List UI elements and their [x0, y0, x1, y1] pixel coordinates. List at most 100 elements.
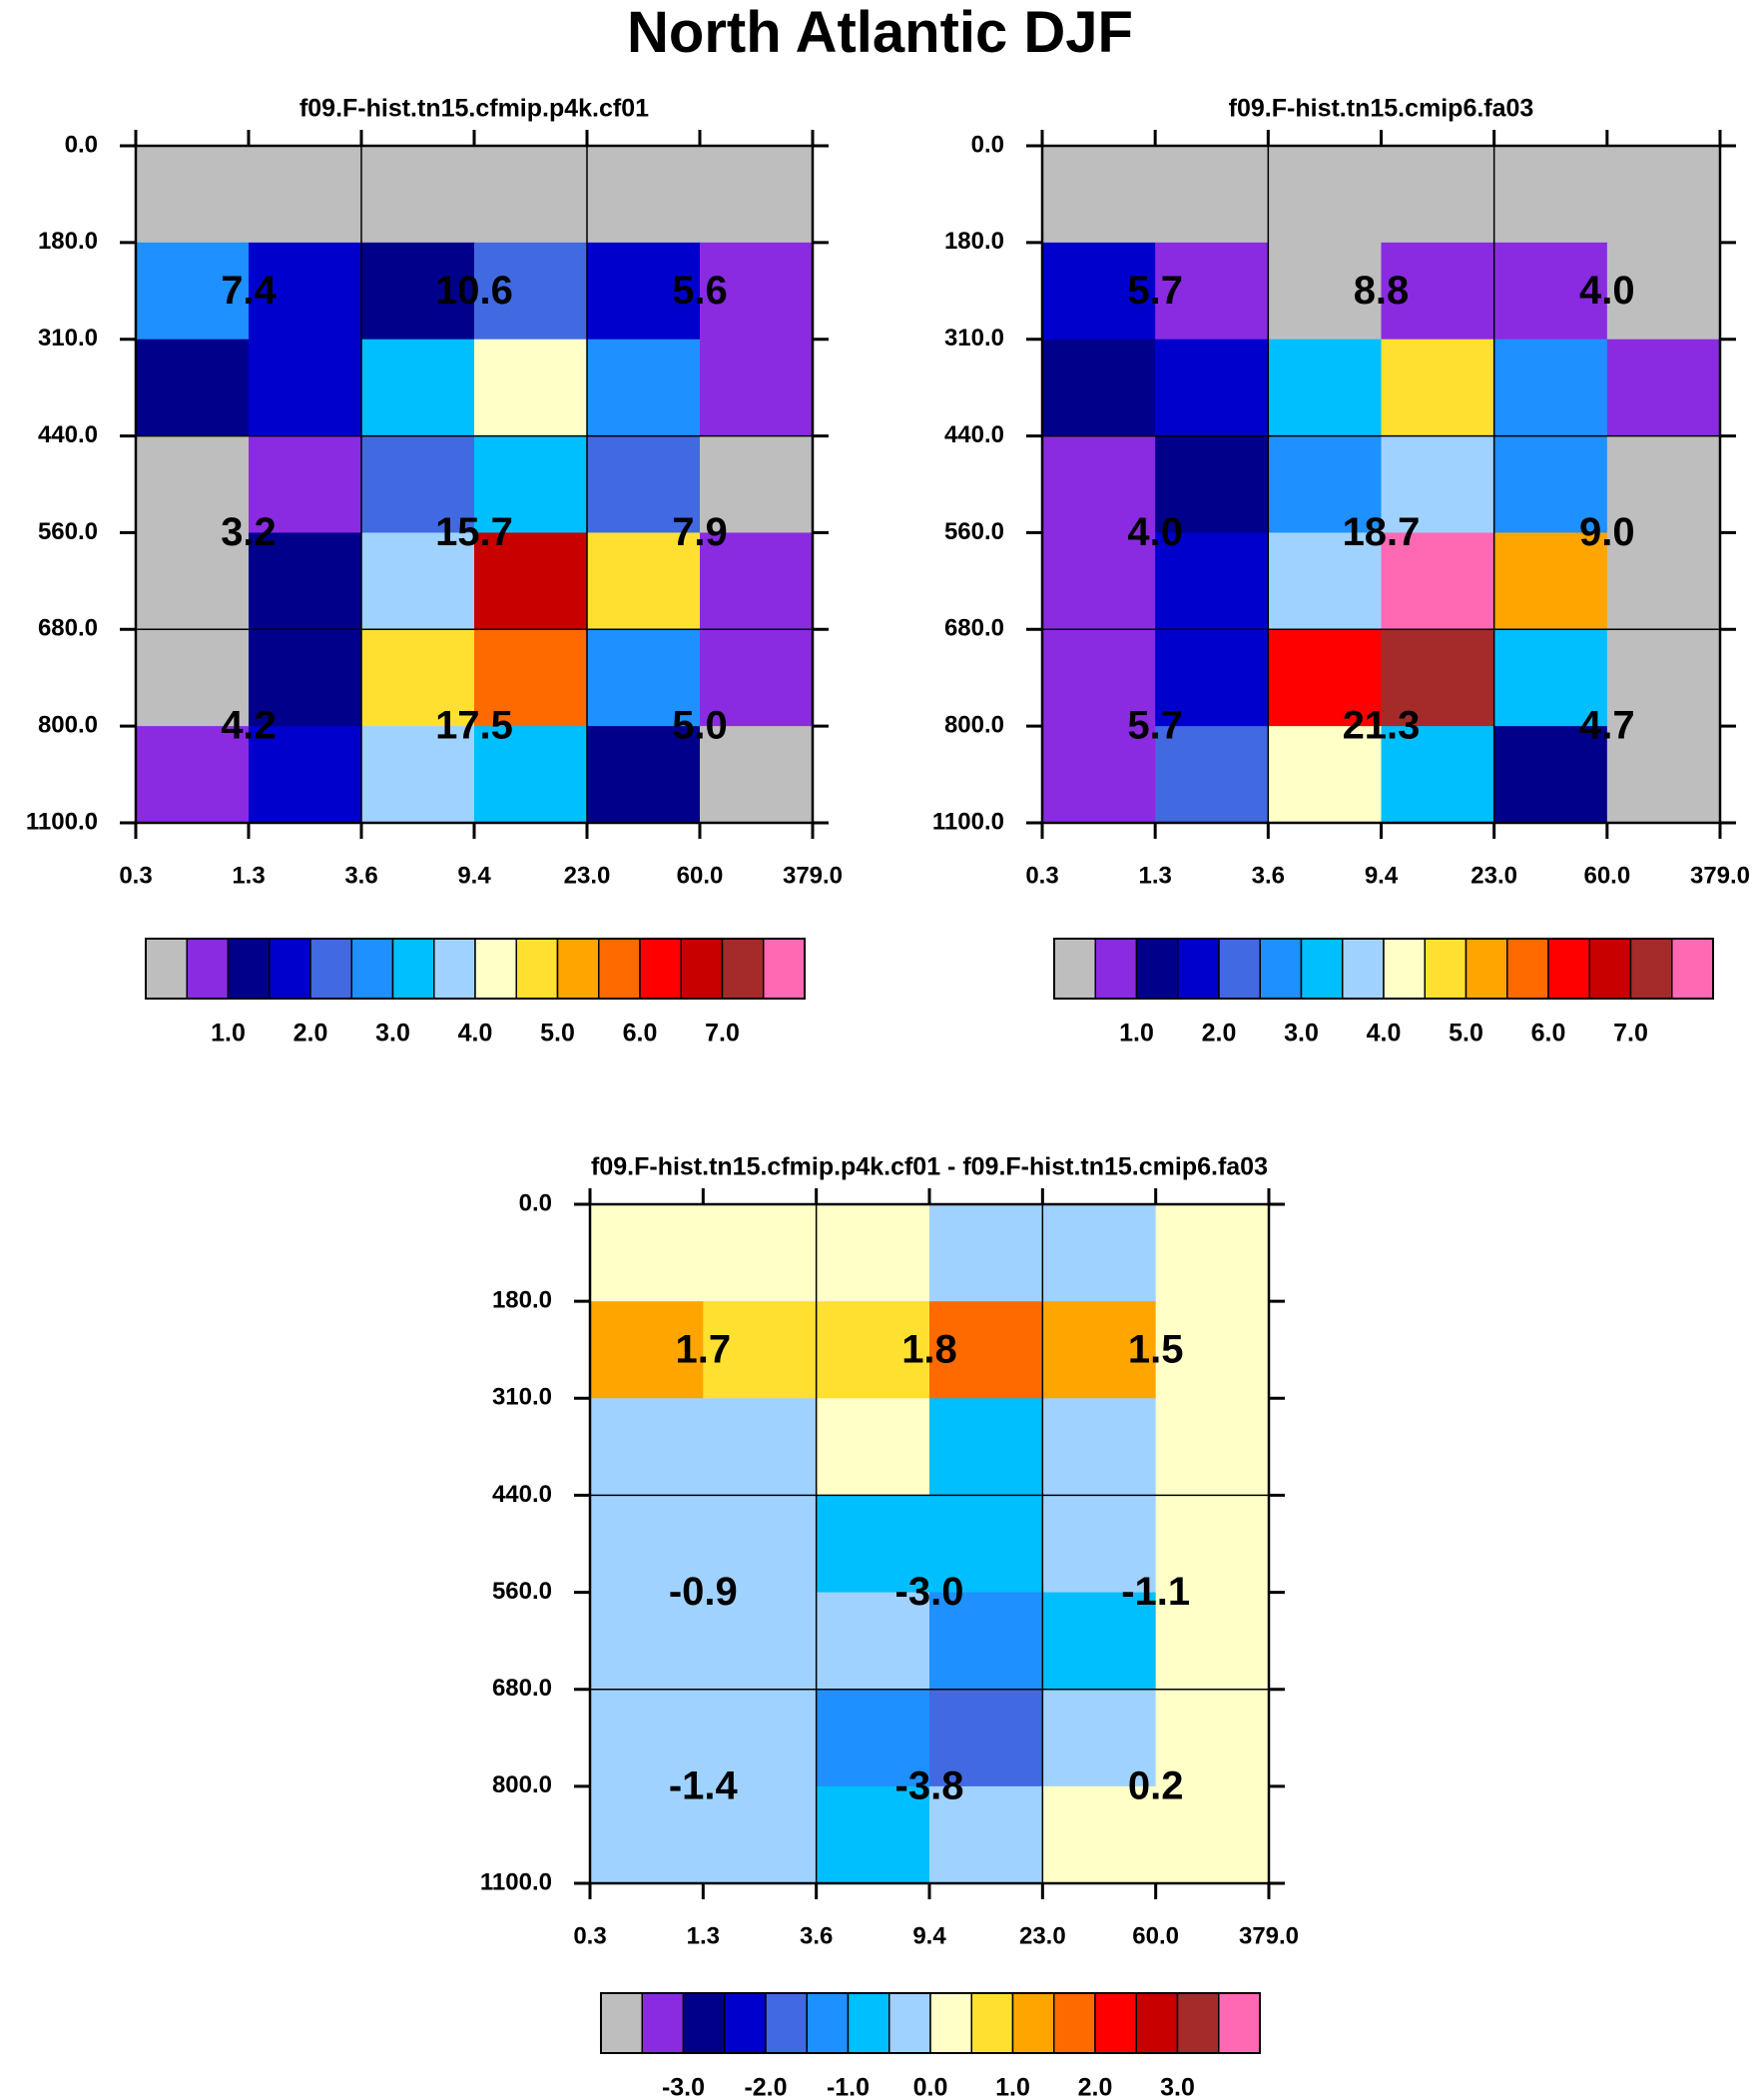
- heatmap-cell: [249, 339, 362, 437]
- y-tick-label: 800.0: [944, 711, 1004, 738]
- heatmap-cell: [1268, 726, 1383, 824]
- heatmap-cell: [1268, 532, 1383, 630]
- colorbar-swatch: [515, 938, 559, 1000]
- cell-value-label: 15.7: [435, 510, 513, 554]
- heatmap-cell: [1155, 1398, 1270, 1497]
- colorbar-swatch: [1094, 938, 1138, 1000]
- colorbar-swatch: [1135, 938, 1179, 1000]
- colorbar-swatch: [1342, 938, 1385, 1000]
- x-tick-label: 23.0: [1470, 862, 1517, 889]
- heatmap-cell: [700, 629, 814, 727]
- heatmap-cell: [703, 1592, 818, 1691]
- heatmap-cell: [136, 146, 250, 244]
- x-tick-label: 23.0: [564, 862, 611, 889]
- colorbar-swatch: [474, 938, 517, 1000]
- cell-value-label: 4.0: [1579, 269, 1635, 313]
- heatmap-cell: [590, 1204, 704, 1302]
- heatmap-cell: [1042, 726, 1156, 824]
- heatmap-cell: [1155, 146, 1269, 244]
- heatmap-cell: [1606, 435, 1721, 534]
- y-tick-label: 310.0: [492, 1384, 552, 1411]
- colorbar-label: 7.0: [1613, 1020, 1648, 1048]
- heatmap-cell: [587, 629, 701, 727]
- heatmap-cell: [590, 1689, 704, 1787]
- y-tick-label: 0.0: [971, 131, 1004, 158]
- heatmap-cell: [249, 146, 362, 244]
- y-tick-label: 180.0: [38, 228, 98, 255]
- colorbar-swatch: [1218, 1992, 1261, 2054]
- y-tick-label: 680.0: [492, 1675, 552, 1702]
- colorbar-label: 3.0: [375, 1020, 410, 1048]
- heatmap-cell: [703, 1689, 818, 1787]
- cell-value-label: 1.5: [1128, 1327, 1184, 1371]
- colorbar-frame: [145, 938, 806, 1000]
- heatmap-cell: [361, 629, 475, 727]
- x-tick-label: 60.0: [1583, 862, 1630, 889]
- heatmap-cell: [1493, 146, 1608, 244]
- x-tick-label: 379.0: [783, 862, 843, 889]
- colorbar-label: -2.0: [744, 2074, 787, 2100]
- heatmap-cell: [361, 339, 475, 437]
- colorbar-swatch: [145, 938, 188, 1000]
- x-tick-label: 60.0: [1132, 1922, 1179, 1949]
- heatmap-cell: [474, 532, 588, 630]
- colorbar-label: 1.0: [1119, 1020, 1154, 1048]
- heatmap-cell: [700, 242, 814, 341]
- colorbar-swatch: [1547, 938, 1590, 1000]
- cell-value-label: 4.0: [1127, 510, 1183, 554]
- heatmap-cell: [929, 1495, 1043, 1594]
- y-tick-label: 0.0: [65, 131, 98, 158]
- colorbar-swatch: [1135, 1992, 1179, 2054]
- heatmap-cell: [1493, 339, 1608, 437]
- heatmap-cell: [1042, 435, 1156, 534]
- colorbar-label: -3.0: [662, 2074, 705, 2100]
- heatmap-cell: [816, 1204, 930, 1302]
- colorbar-swatch: [724, 1992, 767, 2054]
- y-tick-label: 440.0: [944, 421, 1004, 448]
- cell-value-label: 7.9: [672, 510, 728, 554]
- colorbar-swatch: [1218, 938, 1261, 1000]
- heatmap-cell: [1042, 1301, 1157, 1399]
- heatmap-cell: [1381, 629, 1495, 727]
- heatmap-cell: [703, 1204, 818, 1302]
- colorbar-swatch: [641, 1992, 685, 2054]
- heatmap-cell: [1606, 339, 1721, 437]
- colorbar-swatch: [970, 1992, 1014, 2054]
- heatmap-cell: [1606, 726, 1721, 824]
- heatmap-cell: [474, 146, 588, 244]
- colorbar-label: 4.0: [458, 1020, 493, 1048]
- x-tick-label: 0.3: [1025, 862, 1058, 889]
- heatmap-cell: [700, 726, 814, 824]
- heatmap-cell: [1493, 629, 1608, 727]
- heatmap-cell: [1268, 339, 1383, 437]
- heatmap-cell: [361, 726, 475, 824]
- heatmap-cell: [816, 1689, 930, 1787]
- colorbar-label: 3.0: [1284, 1020, 1319, 1048]
- y-tick-label: 1100.0: [26, 808, 98, 835]
- cell-value-label: 5.0: [672, 704, 728, 748]
- colorbar-frame: [600, 1992, 1261, 2054]
- heatmap-cell: [1155, 1785, 1270, 1884]
- colorbar-swatch: [680, 938, 724, 1000]
- x-tick-label: 1.3: [232, 862, 265, 889]
- colorbar-label: 1.0: [995, 2074, 1030, 2100]
- heatmap-cell: [929, 1301, 1043, 1399]
- x-tick-label: 1.3: [687, 1922, 720, 1949]
- heatmap-cell: [1155, 1689, 1270, 1787]
- heatmap-cell: [1155, 1301, 1270, 1399]
- cell-value-label: 1.8: [901, 1327, 957, 1371]
- colorbar-swatch: [1506, 938, 1549, 1000]
- cell-value-label: 3.2: [221, 510, 277, 554]
- heatmap-cell: [249, 629, 362, 727]
- heatmap-cell: [249, 532, 362, 630]
- colorbar-label: -1.0: [827, 2074, 870, 2100]
- x-tick-label: 0.3: [119, 862, 152, 889]
- colorbar-swatch: [433, 938, 476, 1000]
- colorbar-swatch: [806, 1992, 850, 2054]
- cell-value-label: 18.7: [1343, 510, 1421, 554]
- heatmap-cell: [816, 1398, 930, 1497]
- heatmap-cell: [1155, 629, 1269, 727]
- heatmap-cell: [361, 242, 475, 341]
- heatmap-cell: [816, 1592, 930, 1691]
- colorbar-swatch: [639, 938, 682, 1000]
